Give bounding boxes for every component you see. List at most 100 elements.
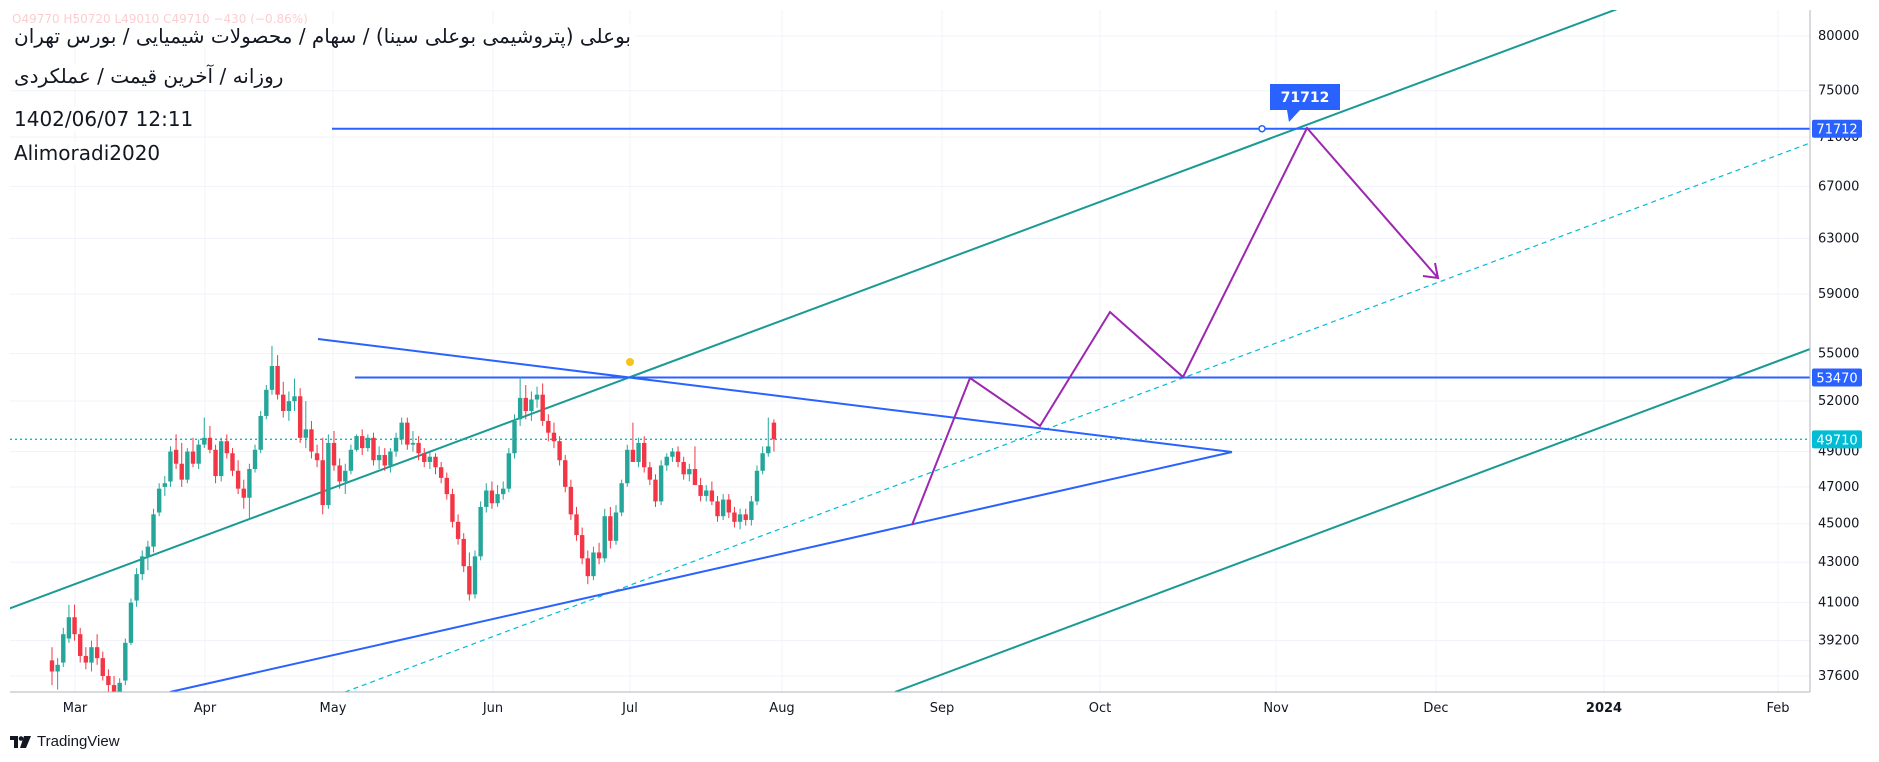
tradingview-logo-icon (10, 735, 31, 748)
level-tag-53470-bg (1812, 368, 1862, 387)
candle-body (568, 486, 574, 515)
candle (371, 432, 376, 466)
candle (642, 436, 647, 473)
candle (517, 377, 523, 426)
price-tick-label: 63000 (1818, 231, 1859, 246)
candle (529, 391, 534, 421)
candle-body (55, 664, 60, 672)
price-callout-text: 71712 (1281, 90, 1330, 106)
candle-body (292, 396, 297, 402)
candle-body (94, 647, 100, 659)
candle-body (117, 682, 122, 692)
candle (275, 355, 280, 400)
candle (49, 647, 55, 686)
candle (501, 481, 506, 500)
chart-datetime: 1402/06/07 12:11 (10, 107, 198, 131)
candle (596, 542, 602, 565)
candle-body (495, 494, 500, 504)
candle (83, 647, 89, 670)
candle (658, 460, 664, 506)
candle-body (405, 422, 410, 445)
candle-body (207, 437, 213, 450)
candle-body (382, 454, 387, 466)
candle (512, 414, 517, 459)
candle (337, 458, 342, 489)
candle-body (309, 429, 314, 452)
candle-body (123, 642, 128, 681)
candle-body (72, 617, 77, 635)
candle (61, 627, 66, 668)
level-tag-71712-text: 71712 (1816, 123, 1857, 138)
price-tick-label: 52000 (1818, 394, 1859, 409)
candle (405, 417, 410, 450)
candle-body (376, 454, 382, 461)
candle (563, 454, 568, 493)
candle-body (467, 566, 472, 595)
time-tick-label: Feb (1766, 701, 1789, 716)
time-tick-label: Oct (1089, 701, 1111, 716)
candle (444, 472, 449, 500)
candle (630, 422, 636, 462)
candle (591, 546, 596, 581)
candle (140, 550, 145, 581)
candle-body (151, 514, 156, 547)
candle-body (501, 488, 506, 495)
candle-body (365, 437, 371, 449)
tradingview-logo[interactable]: TradingView (10, 733, 120, 750)
candle (235, 460, 241, 495)
candle-body (602, 516, 607, 559)
candle (297, 388, 303, 443)
candle-body (393, 437, 399, 452)
ohlc-legend: O49770 H50720 L49010 C49710 −430 (−0.86%… (12, 12, 308, 26)
candle (309, 420, 314, 459)
candle-body (219, 441, 224, 477)
candle-body (591, 552, 596, 577)
candle (438, 461, 444, 484)
channel-upper-line (10, 10, 1618, 610)
candles (49, 345, 777, 692)
candle (754, 465, 760, 506)
candle-body (427, 456, 433, 462)
candle-body (704, 490, 709, 496)
candle (286, 391, 292, 421)
time-tick-label: 2024 (1586, 701, 1622, 716)
candle-body (235, 470, 241, 489)
candle (151, 508, 156, 553)
candle (343, 463, 348, 495)
candle (732, 506, 737, 528)
candle (360, 429, 365, 455)
candle (292, 378, 297, 411)
candle (422, 448, 427, 468)
candle-body (540, 394, 545, 421)
candle-body (551, 432, 557, 442)
price-tick-label: 80000 (1818, 29, 1859, 44)
candle-body (275, 366, 280, 395)
candle-body (692, 469, 698, 486)
candle-body (196, 444, 201, 464)
candle (94, 634, 100, 665)
candle (467, 552, 472, 601)
candle (433, 453, 438, 475)
price-tick-label: 75000 (1818, 84, 1859, 99)
candle (100, 651, 105, 681)
price-tick-label: 43000 (1818, 555, 1859, 570)
candle (162, 476, 167, 496)
price-callout-bubble (1270, 84, 1340, 122)
time-tick-label: Jul (621, 701, 638, 716)
candle-body (450, 494, 455, 522)
candle-body (461, 538, 466, 567)
candle (636, 437, 641, 468)
candle (168, 446, 173, 487)
candle (247, 463, 252, 520)
candle (602, 508, 607, 563)
candle-body (286, 401, 292, 411)
candle (376, 446, 382, 470)
candle (207, 425, 213, 454)
candle-body (766, 446, 771, 454)
candle (230, 448, 235, 477)
candle-body (720, 499, 726, 517)
chart-author: Alimoradi2020 (10, 141, 165, 165)
candle (331, 431, 337, 471)
candle (613, 505, 619, 545)
